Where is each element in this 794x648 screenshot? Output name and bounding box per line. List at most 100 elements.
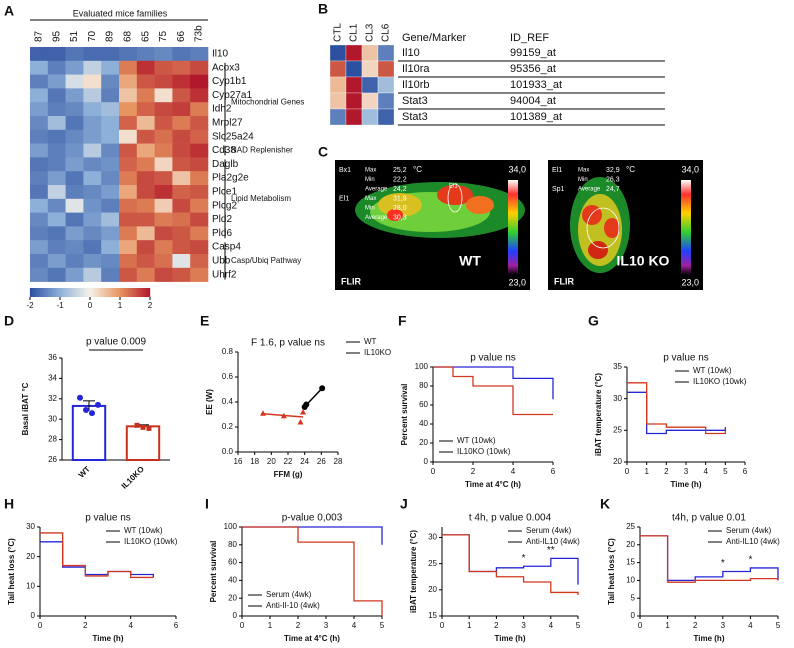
gene-label: Ubb bbox=[212, 256, 231, 267]
colorbar-step bbox=[137, 288, 141, 297]
heat-cell bbox=[172, 47, 191, 62]
data-point bbox=[95, 401, 101, 408]
panel-letter: E bbox=[200, 313, 209, 329]
colorbar-step bbox=[43, 288, 47, 297]
x-tick-label: 4 bbox=[748, 621, 753, 630]
heat-cell bbox=[30, 143, 49, 158]
group-label: Mitochondrial Genes bbox=[231, 97, 304, 106]
readout-value: 32,9 bbox=[606, 167, 620, 174]
x-tick-label: 0 bbox=[638, 621, 643, 630]
y-tick-label: 0.6 bbox=[222, 372, 234, 381]
heat-cell bbox=[190, 212, 209, 227]
y-axis-label: Percent survival bbox=[400, 384, 409, 446]
gene-label: Pla2g2e bbox=[212, 173, 249, 184]
column-label: CTL bbox=[333, 23, 344, 42]
x-tick-label: 3 bbox=[324, 621, 329, 630]
scale-max: 34,0 bbox=[508, 164, 526, 174]
legend-label: WT (10wk) bbox=[124, 526, 163, 535]
panel-letter: H bbox=[4, 496, 14, 512]
colorbar-step bbox=[65, 288, 69, 297]
heat-cell bbox=[83, 198, 102, 213]
table-header: Gene/Marker bbox=[402, 32, 467, 44]
legend-label: Anti-IL10 (4wk) bbox=[526, 537, 580, 546]
heat-cell bbox=[119, 185, 138, 200]
annotation: ** bbox=[547, 545, 555, 556]
y-tick-label: 15 bbox=[626, 558, 635, 567]
chart-title: F 1.6, p value ns bbox=[251, 338, 325, 349]
y-tick-label: 20 bbox=[419, 438, 428, 447]
heat-cell bbox=[172, 102, 191, 117]
gene-label: Il10 bbox=[212, 49, 229, 60]
gene-label: Il10 bbox=[402, 47, 420, 59]
y-axis-label: iBAT temperature (°C) bbox=[409, 530, 418, 613]
thermal-image bbox=[335, 160, 530, 290]
colorbar-step bbox=[51, 288, 55, 297]
heat-cell bbox=[101, 47, 120, 62]
y-tick-label: 20 bbox=[613, 457, 622, 466]
x-tick-label: 4 bbox=[549, 621, 554, 630]
colorbar-tick-label: -2 bbox=[26, 301, 34, 310]
unit-label: °C bbox=[413, 165, 422, 174]
data-point bbox=[280, 412, 287, 419]
heat-cell bbox=[30, 240, 49, 255]
data-point bbox=[140, 424, 146, 430]
bar bbox=[71, 404, 107, 462]
region-label: Bx1 bbox=[339, 167, 351, 174]
id-label: 101389_at bbox=[510, 111, 562, 123]
x-axis-label: Time at 4°C (h) bbox=[284, 634, 340, 643]
heat-cell bbox=[101, 267, 120, 282]
readout-value: 24,7 bbox=[606, 186, 620, 193]
group-label: NAD Replenisher bbox=[231, 146, 293, 155]
colorbar-step bbox=[75, 288, 79, 297]
heat-cell bbox=[190, 47, 209, 62]
heat-cell bbox=[377, 44, 395, 62]
y-tick-label: 32 bbox=[48, 394, 57, 403]
chart-title: t 4h, p value 0.004 bbox=[469, 513, 552, 524]
panel-letter: B bbox=[318, 1, 328, 17]
heat-cell bbox=[83, 88, 102, 103]
table-header: ID_REF bbox=[510, 32, 549, 44]
heat-cell bbox=[30, 212, 49, 227]
heat-cell bbox=[101, 254, 120, 269]
colorbar-step bbox=[79, 288, 83, 297]
chart-title: p-value 0,003 bbox=[282, 513, 343, 524]
chart-title: p value ns bbox=[85, 513, 131, 524]
y-tick-label: 20 bbox=[428, 585, 437, 594]
heat-cell bbox=[190, 143, 209, 158]
heat-cell bbox=[47, 226, 66, 241]
heat-cell bbox=[190, 129, 209, 144]
colorbar-step bbox=[77, 288, 81, 297]
heat-cell bbox=[172, 116, 191, 131]
gene-label: Idh2 bbox=[212, 104, 232, 115]
heat-cell bbox=[345, 92, 363, 110]
x-tick-label: 2 bbox=[83, 621, 88, 630]
heat-cell bbox=[83, 143, 102, 158]
heat-cell bbox=[172, 212, 191, 227]
heat-cell bbox=[30, 74, 49, 89]
column-label: CL6 bbox=[381, 23, 392, 42]
data-point bbox=[83, 407, 89, 414]
x-tick-label: 6 bbox=[174, 621, 179, 630]
colorbar-step bbox=[127, 288, 131, 297]
legend-label: IL10KO (10wk) bbox=[693, 377, 747, 386]
colorbar-tick-label: 0 bbox=[88, 301, 93, 310]
series-line bbox=[40, 541, 154, 578]
colorbar-step bbox=[143, 288, 147, 297]
x-tick-label: 4 bbox=[352, 621, 357, 630]
heat-cell bbox=[119, 212, 138, 227]
y-tick-label: 40 bbox=[419, 419, 428, 428]
heat-cell bbox=[30, 129, 49, 144]
colorbar-step bbox=[91, 288, 95, 297]
x-tick-label: 20 bbox=[267, 457, 276, 466]
heat-cell bbox=[47, 102, 66, 117]
colorbar-step bbox=[57, 288, 61, 297]
colorbar-step bbox=[97, 288, 101, 297]
colorbar-step bbox=[99, 288, 103, 297]
x-tick-label: 2 bbox=[494, 621, 499, 630]
x-tick-label: 4 bbox=[511, 467, 516, 476]
colorbar-step bbox=[31, 288, 35, 297]
colorbar-step bbox=[41, 288, 45, 297]
heat-cell bbox=[136, 254, 155, 269]
heat-cell bbox=[119, 88, 138, 103]
readout-value: 25,2 bbox=[393, 167, 407, 174]
